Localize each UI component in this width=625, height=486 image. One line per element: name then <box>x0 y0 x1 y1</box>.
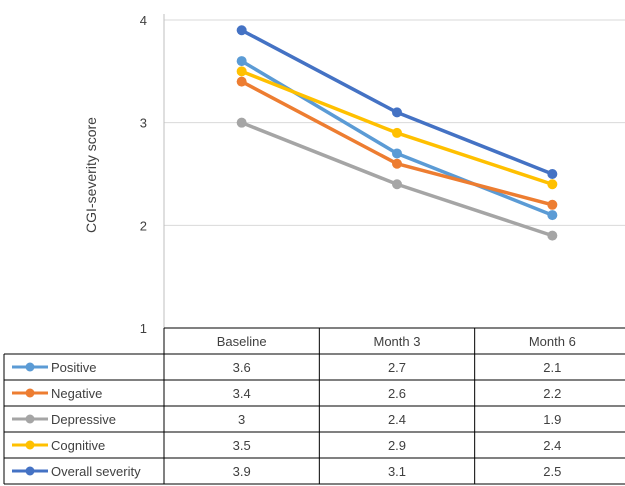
data-point <box>236 56 247 67</box>
data-point <box>547 199 558 210</box>
y-tick-labels: 1 2 3 4 <box>140 13 147 336</box>
y-tick-label: 2 <box>140 218 147 233</box>
legend-series-name: Positive <box>51 360 97 375</box>
legend-key-marker <box>25 414 35 424</box>
table-cell-value: 1.9 <box>543 412 561 427</box>
data-point <box>392 127 402 138</box>
data-point <box>392 148 402 159</box>
data-point <box>547 210 558 221</box>
data-table: Baseline Month 3 Month 6 Positive 3.6 2.7 2.1 N… <box>3 327 625 485</box>
legend-key-marker <box>25 362 35 372</box>
y-tick-label: 1 <box>140 321 147 336</box>
table-cell-value: 3.9 <box>233 464 251 479</box>
x-tick-label: Baseline <box>217 334 267 349</box>
table-cell-value: 2.2 <box>543 386 561 401</box>
table-cell-value: 3 <box>238 412 245 427</box>
table-cell-value: 3.6 <box>233 360 251 375</box>
data-point <box>547 169 558 179</box>
y-axis-title: CGI-severity score <box>83 117 99 233</box>
data-point <box>236 76 247 87</box>
legend-series-name: Cognitive <box>51 438 105 453</box>
table-cell-value: 2.4 <box>543 438 561 453</box>
table-cell-value: 2.9 <box>388 438 406 453</box>
table-cell-value: 2.7 <box>388 360 406 375</box>
legend-key-marker <box>25 466 35 476</box>
legend-key-marker <box>25 440 35 450</box>
table-cell-value: 2.1 <box>543 360 561 375</box>
data-point <box>236 25 247 36</box>
x-tick-label: Month 3 <box>374 334 421 349</box>
legend-series-name: Overall severity <box>51 464 141 479</box>
table-cell-value: 3.1 <box>388 464 406 479</box>
x-tick-label: Month 6 <box>529 334 576 349</box>
legend-series-name: Depressive <box>51 412 116 427</box>
table-cell-value: 2.6 <box>388 386 406 401</box>
data-point <box>547 179 558 190</box>
legend-series-name: Negative <box>51 386 102 401</box>
data-point <box>392 107 402 118</box>
data-point <box>236 66 247 77</box>
table-cell-value: 3.5 <box>233 438 251 453</box>
series-lines <box>236 25 558 241</box>
data-point <box>547 230 558 241</box>
series-line <box>241 121 553 238</box>
y-tick-label: 4 <box>140 13 147 28</box>
data-point <box>236 117 247 128</box>
data-point <box>392 158 402 169</box>
table-cell-value: 2.4 <box>388 412 406 427</box>
table-cell-value: 2.5 <box>543 464 561 479</box>
data-point <box>392 179 402 190</box>
y-tick-label: 3 <box>140 116 147 131</box>
legend-key-marker <box>25 388 35 398</box>
table-cell-value: 3.4 <box>233 386 251 401</box>
